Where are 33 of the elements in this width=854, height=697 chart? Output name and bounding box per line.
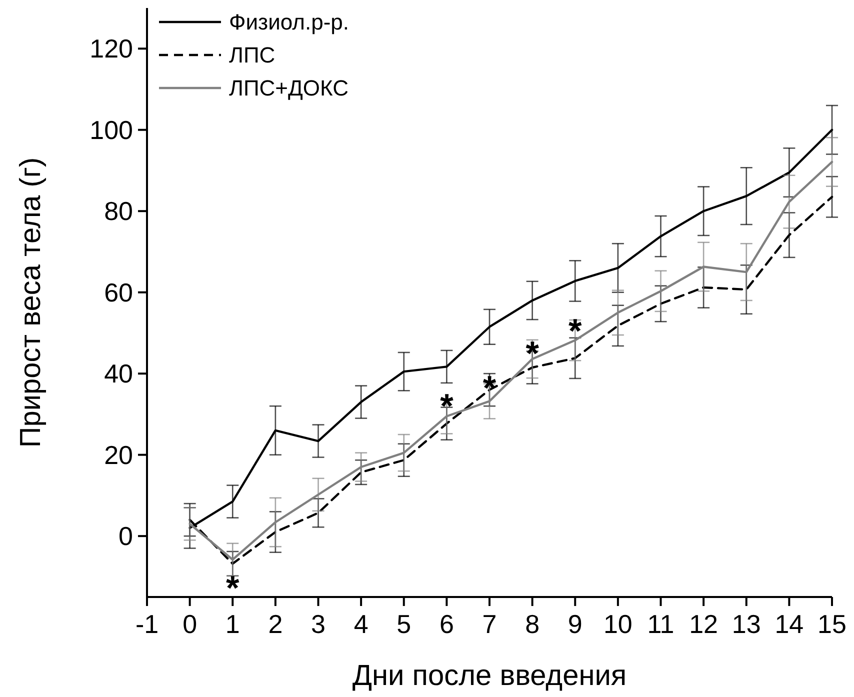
x-tick-label: 6 <box>439 609 454 639</box>
x-tick-label: 4 <box>354 609 368 639</box>
x-tick-label: 3 <box>311 609 326 639</box>
legend-label: Физиол.р-р. <box>229 10 350 35</box>
legend-label: ЛПС <box>229 42 276 68</box>
x-tick-label: 12 <box>689 609 718 639</box>
annotation: * <box>440 388 454 426</box>
x-tick-label: 11 <box>647 609 674 639</box>
x-tick-label: 9 <box>568 609 582 639</box>
x-tick-label: 13 <box>732 609 761 639</box>
annotation: * <box>482 369 497 408</box>
x-tick-label: 15 <box>818 609 846 639</box>
x-tick-label: 8 <box>525 609 540 639</box>
y-axis-title: Прирост веса тела (г) <box>15 157 47 448</box>
x-tick-label: 1 <box>225 609 240 639</box>
y-tick-label: 40 <box>104 358 133 389</box>
y-tick-label: 120 <box>90 34 133 64</box>
y-tick-label: 80 <box>104 196 133 226</box>
legend-label: ЛПС+ДОКС <box>229 76 349 101</box>
x-tick-label: 14 <box>774 609 804 639</box>
annotation: * <box>568 312 583 351</box>
x-tick-label: -1 <box>135 609 159 639</box>
y-tick-label: 0 <box>118 521 133 552</box>
y-tick-label: 60 <box>104 277 133 308</box>
x-tick-label: 7 <box>482 609 497 639</box>
y-tick-label: 100 <box>90 114 133 145</box>
x-tick-label: 5 <box>396 609 412 639</box>
x-tick-label: 10 <box>603 609 632 639</box>
y-tick-label: 20 <box>104 440 133 470</box>
x-tick-label: 0 <box>182 609 198 639</box>
x-axis-title: Дни после введения <box>352 660 627 692</box>
x-tick-label: 2 <box>268 609 283 639</box>
annotation: * <box>226 570 240 608</box>
